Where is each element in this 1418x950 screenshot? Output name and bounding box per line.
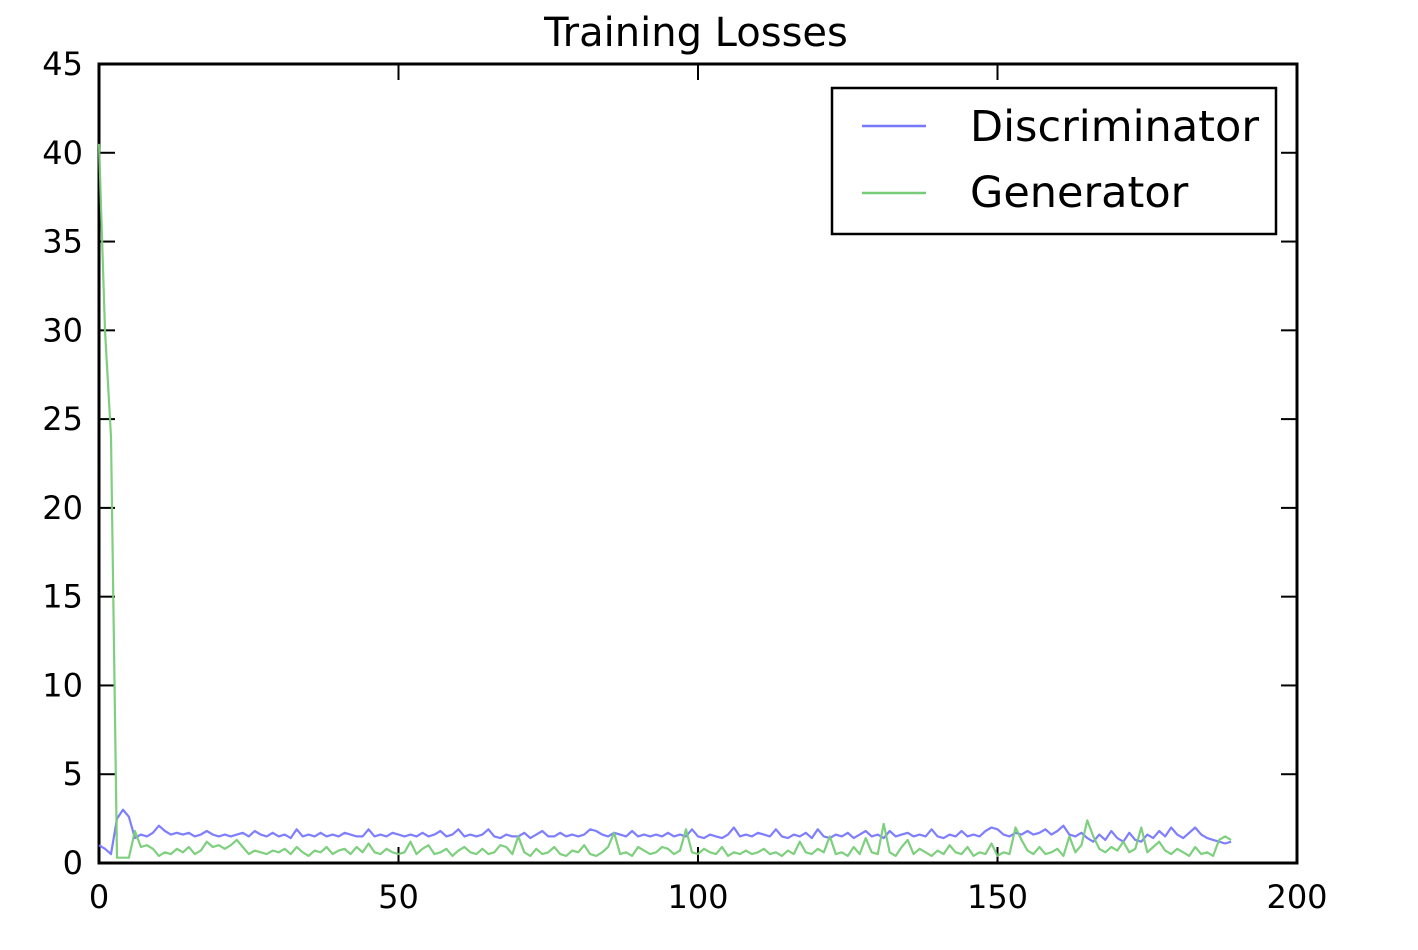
axis-ticks: 0 50 100 150 200 0 5 10 15 20 25 30 35 40 45 [42,45,1327,916]
chart-legend: Discriminator Generator [830,86,1278,236]
y-tick-label: 30 [42,311,83,349]
x-tick-label: 0 [89,878,109,916]
y-tick-label: 35 [42,223,83,261]
y-tick-label: 25 [42,400,83,438]
y-tick-label: 10 [42,666,83,704]
legend-label-generator: Generator [970,168,1189,218]
x-tick-label: 50 [378,878,419,916]
y-tick-label: 40 [42,134,83,172]
y-tick-label: 5 [63,755,83,793]
y-tick-label: 15 [42,578,83,616]
series-line-discriminator [98,808,1232,856]
legend-box [830,86,1278,236]
x-tick-label: 100 [667,878,728,916]
chart-title: Training Losses [543,10,848,56]
legend-label-discriminator: Discriminator [970,102,1259,152]
series-line-generator [97,143,1232,859]
y-tick-label: 45 [42,45,83,83]
x-tick-label: 200 [1266,878,1327,916]
series-lines [97,143,1232,859]
y-tick-label: 0 [63,844,83,882]
y-tick-label: 20 [42,489,83,527]
x-tick-label: 150 [967,878,1028,916]
